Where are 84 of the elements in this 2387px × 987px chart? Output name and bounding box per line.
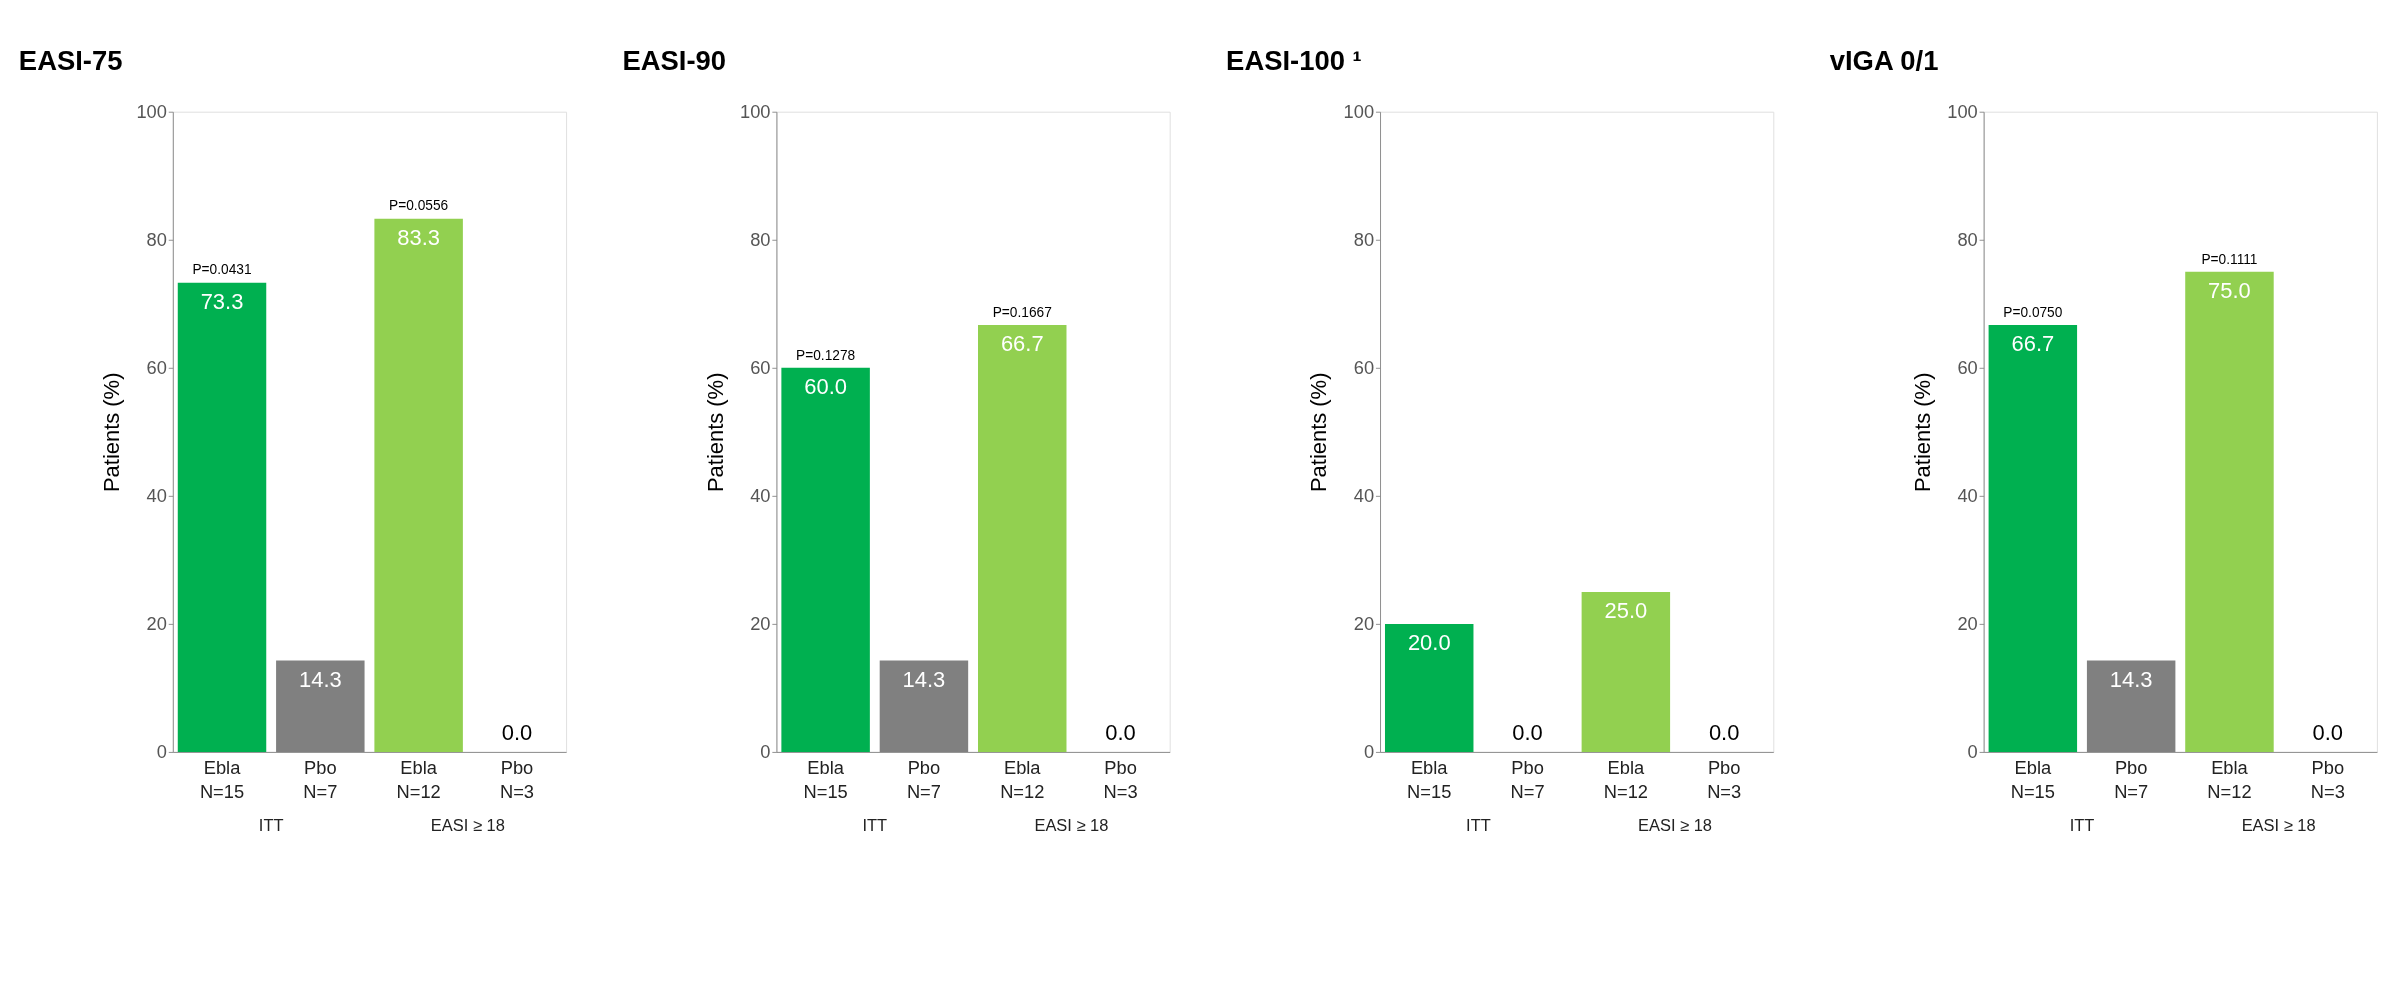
data-label: 0.0 <box>1708 720 1740 746</box>
x-tick-label: Pbo N=7 <box>2114 757 2149 803</box>
y-tick-label: 0 <box>1967 740 1978 762</box>
y-tick-label: 20 <box>1353 612 1375 634</box>
y-tick-label: 80 <box>1353 228 1375 250</box>
x-tick-label: Ebla N=12 <box>1000 757 1045 803</box>
annotation: P=0.1111 <box>2201 251 2258 267</box>
text: EASI ≥ 18 <box>430 815 505 834</box>
y-tick-label: 100 <box>136 100 167 122</box>
x-tick-label: Pbo N=3 <box>1707 757 1742 803</box>
data-label: 66.7 <box>2011 331 2055 357</box>
chart-title: EASI-75 <box>18 44 123 76</box>
text: ITT <box>258 815 284 834</box>
chart-title: EASI-90 <box>622 44 727 76</box>
y-tick-label: 60 <box>750 356 771 378</box>
annotation: P=0.1667 <box>992 304 1052 320</box>
x-tick-label: Ebla N=15 <box>2010 757 2055 803</box>
text: EASI ≥ 18 <box>1638 815 1712 834</box>
text: EASI ≥ 18 <box>2241 815 2316 834</box>
chart-title: EASI-100 ¹ <box>1226 44 1362 76</box>
y-tick-label: 20 <box>750 612 771 634</box>
annotation: P=0.0556 <box>389 198 449 214</box>
data-label: 14.3 <box>2109 666 2153 692</box>
data-label: 25.0 <box>1604 598 1648 624</box>
x-tick-label: Ebla N=12 <box>2207 757 2252 803</box>
bar <box>2185 271 2274 752</box>
y-tick-label: 80 <box>1957 228 1978 250</box>
y-tick-label: 0 <box>1363 740 1375 762</box>
text: EASI ≥ 18 <box>1034 815 1109 834</box>
y-tick-label: 80 <box>750 228 771 250</box>
data-label: 66.7 <box>1000 331 1044 357</box>
y-tick-label: 60 <box>146 356 167 378</box>
data-label: 73.3 <box>200 289 244 315</box>
y-tick-label: 100 <box>740 100 771 122</box>
data-label: 0.0 <box>2312 720 2344 746</box>
data-label: 0.0 <box>501 720 533 746</box>
x-tick-label: Pbo N=7 <box>303 757 338 803</box>
y-tick-label: 40 <box>1957 484 1978 506</box>
text: ITT <box>1466 815 1491 834</box>
x-tick-label: Ebla N=12 <box>396 757 441 803</box>
y-tick-label: 100 <box>1343 100 1375 122</box>
x-tick-label: Pbo N=3 <box>1103 757 1138 803</box>
data-label: 0.0 <box>1512 720 1543 746</box>
y-tick-label: 60 <box>1353 356 1375 378</box>
annotation: P=0.1278 <box>796 347 856 363</box>
text: ITT <box>862 815 888 834</box>
x-tick-label: Pbo N=3 <box>499 757 534 803</box>
data-label: 14.3 <box>298 666 342 692</box>
y-axis-title: Patients (%) <box>1909 372 1935 493</box>
y-tick-label: 40 <box>750 484 771 506</box>
bar <box>978 324 1067 752</box>
y-tick-label: 20 <box>146 612 167 634</box>
bar <box>374 218 463 752</box>
bar <box>1988 324 2078 752</box>
y-axis-title: Patients (%) <box>99 372 125 493</box>
x-tick-label: Pbo N=7 <box>906 757 941 803</box>
bar <box>177 282 267 752</box>
y-tick-label: 80 <box>146 228 167 250</box>
x-tick-label: Ebla N=15 <box>803 757 848 803</box>
chart-title: vIGA 0/1 <box>1829 44 1939 76</box>
y-tick-label: 40 <box>1353 484 1375 506</box>
x-tick-label: Ebla N=12 <box>1603 757 1648 803</box>
x-tick-label: Pbo N=7 <box>1510 757 1545 803</box>
y-axis-title: Patients (%) <box>702 372 728 493</box>
data-label: 20.0 <box>1407 630 1451 656</box>
x-tick-label: Pbo N=3 <box>2310 757 2345 803</box>
data-label: 14.3 <box>902 666 946 692</box>
annotation: P=0.0431 <box>192 262 252 278</box>
data-label: 75.0 <box>2208 278 2251 304</box>
text: ITT <box>2069 815 2095 834</box>
y-tick-label: 0 <box>760 740 771 762</box>
data-label: 83.3 <box>397 225 440 251</box>
y-tick-label: 100 <box>1947 100 1978 122</box>
y-axis-title: Patients (%) <box>1306 372 1332 493</box>
y-tick-label: 20 <box>1957 612 1978 634</box>
data-label: 60.0 <box>804 374 847 400</box>
annotation: P=0.0750 <box>2003 304 2063 320</box>
x-tick-label: Ebla N=15 <box>199 757 245 803</box>
x-tick-label: Ebla N=15 <box>1407 757 1452 803</box>
y-tick-label: 40 <box>146 484 167 506</box>
bar <box>781 367 870 752</box>
data-label: 0.0 <box>1105 720 1136 746</box>
y-tick-label: 0 <box>156 740 167 762</box>
y-tick-label: 60 <box>1957 356 1978 378</box>
